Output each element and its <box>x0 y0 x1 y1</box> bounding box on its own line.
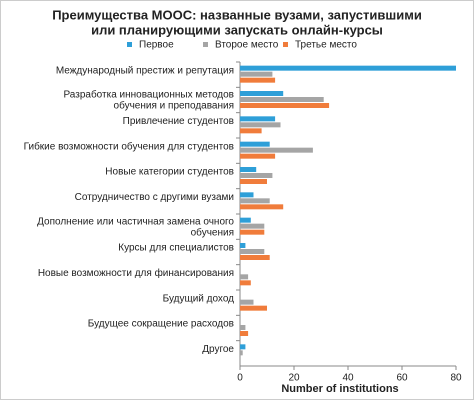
y-tick-label: Разработка инновационных методов <box>63 89 234 101</box>
y-tick-label: Сотрудничество с другими вузами <box>75 192 234 203</box>
bar <box>240 255 270 260</box>
bar <box>240 299 254 305</box>
bar <box>240 173 273 178</box>
y-tick-label: обучения <box>191 226 234 238</box>
x-tick-label: 80 <box>450 373 462 384</box>
bar <box>240 204 284 210</box>
y-tick-label: Новые категории студентов <box>105 167 234 178</box>
y-tick-label: Международный престиж и репутация <box>56 65 234 76</box>
bar <box>240 65 456 71</box>
bar <box>240 122 281 128</box>
y-tick-label: Будущее сокращение расходов <box>88 319 234 330</box>
bar <box>240 350 243 356</box>
bar <box>240 192 254 198</box>
y-tick-label: Будущий доход <box>163 293 235 304</box>
bar <box>240 179 267 184</box>
legend-label: Третье место <box>295 40 357 51</box>
bar <box>240 243 246 248</box>
bar <box>240 147 313 153</box>
bar <box>240 229 265 235</box>
bar <box>240 223 265 229</box>
y-tick-label: Гибкие возможности обучения для студенто… <box>24 140 234 152</box>
chart-title: Преимущества MOOC: названные вузами, зап… <box>52 7 422 22</box>
bar <box>240 103 330 108</box>
y-tick-label: Курсы для специалистов <box>118 243 234 254</box>
bar <box>240 305 267 311</box>
bar <box>240 325 246 330</box>
bar <box>240 153 276 159</box>
x-tick-label: 40 <box>342 373 354 384</box>
x-tick-label: 20 <box>288 373 300 384</box>
chart-title: или планирующими запускать онлайн-курсы <box>91 22 383 37</box>
legend-swatch <box>127 42 132 47</box>
legend-label: Первое <box>139 40 174 51</box>
x-tick-label: 0 <box>237 373 243 384</box>
y-tick-label: Привлечение студентов <box>123 116 234 127</box>
legend-swatch <box>283 42 288 47</box>
bar <box>240 198 270 204</box>
x-tick-label: 60 <box>396 373 408 384</box>
bar <box>240 128 262 134</box>
bar <box>240 141 270 147</box>
bar <box>240 91 284 96</box>
bar <box>240 116 276 122</box>
y-tick-label: Другое <box>202 344 234 355</box>
bar <box>240 217 251 223</box>
bar <box>240 167 257 172</box>
bar <box>240 71 273 77</box>
bar <box>240 344 246 350</box>
bar <box>240 97 324 102</box>
x-axis-title: Number of institutions <box>281 383 398 395</box>
y-tick-label: обучения и преподавания <box>114 100 234 112</box>
bar <box>240 77 276 83</box>
legend-swatch <box>203 42 208 47</box>
legend-label: Второе место <box>215 40 279 51</box>
bar <box>240 331 249 336</box>
y-tick-label: Дополнение или частичная замена очного <box>37 216 234 227</box>
bar <box>240 280 251 286</box>
bar <box>240 249 265 254</box>
y-tick-label: Новые возможности для финансирования <box>38 267 234 279</box>
bar <box>240 274 249 280</box>
